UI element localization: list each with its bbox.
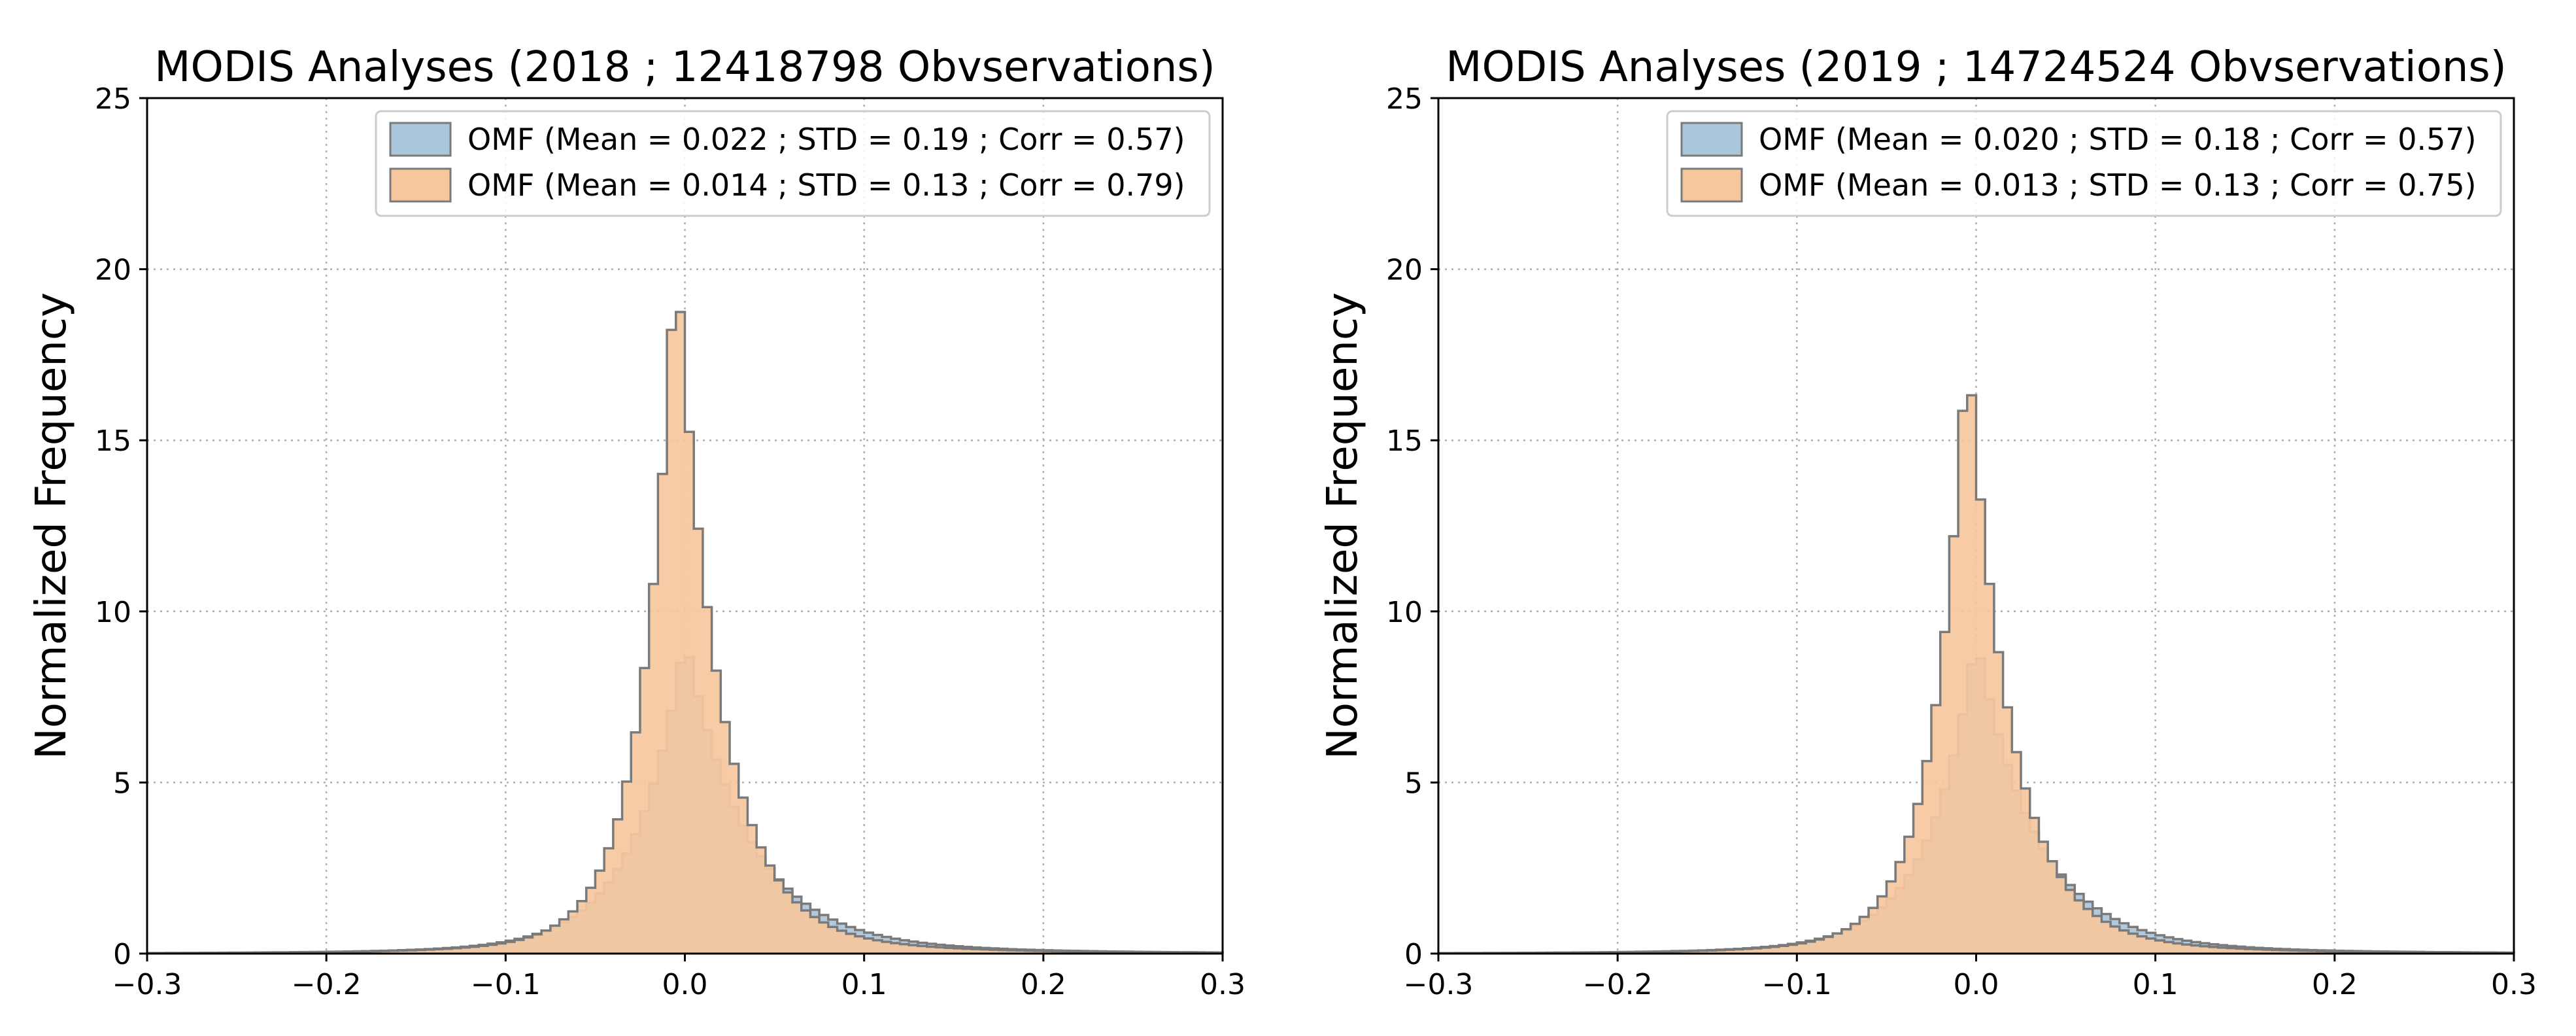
y-tick-label: 5 xyxy=(113,767,131,800)
legend-swatch xyxy=(389,167,452,203)
x-tick-label: 0.2 xyxy=(2312,968,2358,1001)
y-tick-label: 15 xyxy=(95,424,131,458)
x-tick-label: 0.0 xyxy=(662,968,708,1001)
y-axis-label: Normalized Frequency xyxy=(1319,292,1367,759)
y-tick-label: 5 xyxy=(1404,767,1423,800)
legend-entry-label: OMF (Mean = 0.020 ; STD = 0.18 ; Corr = … xyxy=(1759,122,2477,157)
y-tick-label: 15 xyxy=(1386,424,1423,458)
chart-panel-2: −0.3 −0.2 −0.1 0.0 0.1 0.2 0.3 0 5 10 15 20 25 MODIS … xyxy=(1319,43,2537,1001)
legend-entry-label: OMF (Mean = 0.014 ; STD = 0.13 ; Corr = … xyxy=(467,167,1185,203)
x-tick-label: −0.2 xyxy=(292,968,362,1001)
x-tick-label: −0.3 xyxy=(112,968,182,1001)
histogram-outline xyxy=(1437,394,2515,955)
y-axis-label: Normalized Frequency xyxy=(27,292,76,759)
legend: OMF (Mean = 0.022 ; STD = 0.19 ; Corr = … xyxy=(375,110,1211,217)
legend-swatch xyxy=(389,122,452,157)
x-tick-label: −0.1 xyxy=(471,968,541,1001)
y-tick-label: 20 xyxy=(1386,254,1423,287)
legend-box xyxy=(1666,110,2502,217)
y-tick-label: 10 xyxy=(1386,596,1423,629)
histogram-outline xyxy=(146,311,1224,955)
x-tick-label: 0.0 xyxy=(1954,968,1999,1001)
legend: OMF (Mean = 0.020 ; STD = 0.18 ; Corr = … xyxy=(1666,110,2502,217)
x-tick-label: 0.1 xyxy=(2133,968,2178,1001)
x-tick-label: −0.2 xyxy=(1583,968,1653,1001)
y-tick-label: 0 xyxy=(113,938,131,971)
legend-swatch xyxy=(1680,167,1743,203)
chart-title: MODIS Analyses (2018 ; 12418798 Obvserva… xyxy=(154,43,1215,92)
y-tick-label: 25 xyxy=(95,82,131,116)
x-tick-label: 0.3 xyxy=(1200,968,1246,1001)
x-tick-label: 0.2 xyxy=(1021,968,1066,1001)
chart-title: MODIS Analyses (2019 ; 14724524 Obvserva… xyxy=(1446,43,2506,92)
histogram-area xyxy=(1438,395,2514,954)
legend-entry-label: OMF (Mean = 0.022 ; STD = 0.19 ; Corr = … xyxy=(467,122,1185,157)
series-2 xyxy=(1437,394,2515,955)
histogram-area xyxy=(147,312,1223,954)
x-tick-label: 0.1 xyxy=(841,968,887,1001)
chart-panel-1: −0.3 −0.2 −0.1 0.0 0.1 0.2 0.3 0 5 10 15 20 25 MODIS … xyxy=(27,43,1246,1001)
legend-entry-label: OMF (Mean = 0.013 ; STD = 0.13 ; Corr = … xyxy=(1759,167,2477,203)
y-tick-label: 25 xyxy=(1386,82,1423,116)
legend-swatch xyxy=(1680,122,1743,157)
x-tick-label: −0.3 xyxy=(1404,968,1474,1001)
y-tick-label: 10 xyxy=(95,596,131,629)
x-tick-label: −0.1 xyxy=(1762,968,1832,1001)
series-2 xyxy=(146,311,1224,955)
x-tick-label: 0.3 xyxy=(2491,968,2537,1001)
legend-box xyxy=(375,110,1211,217)
y-tick-label: 20 xyxy=(95,254,131,287)
y-tick-label: 0 xyxy=(1404,938,1423,971)
